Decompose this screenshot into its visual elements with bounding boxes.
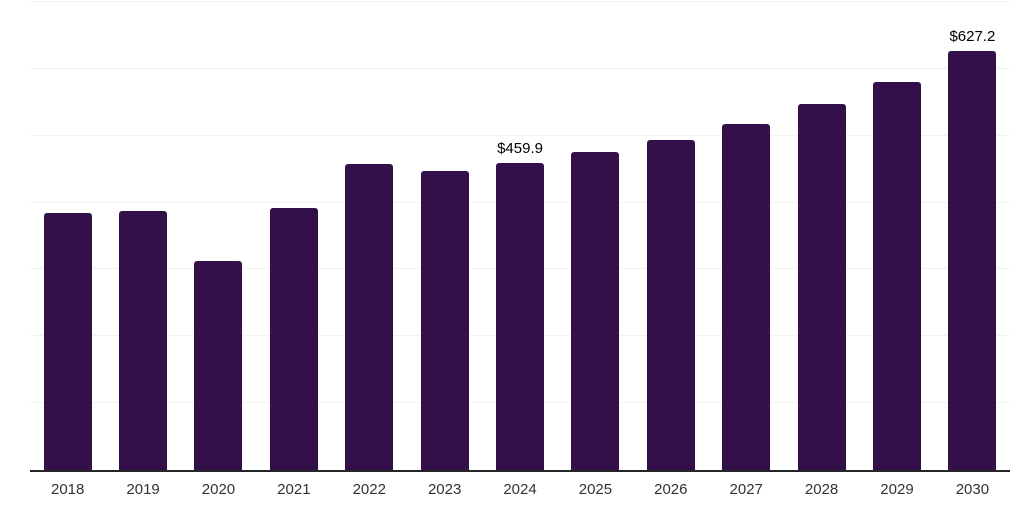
bar-slot-2019 xyxy=(105,211,180,470)
x-axis-line xyxy=(30,470,1010,472)
bar-2023 xyxy=(420,171,469,470)
bar-2028 xyxy=(797,103,846,470)
data-label-2024: $459.9 xyxy=(497,139,543,157)
plot-area: $459.9 $627.2 xyxy=(30,1,1010,472)
bar-2030 xyxy=(948,50,997,470)
bar-2019 xyxy=(119,211,168,470)
bar-slot-2030: $627.2 xyxy=(935,28,1010,470)
bar-slot-2018 xyxy=(30,213,105,470)
bar-slot-2024: $459.9 xyxy=(482,139,557,470)
x-tick-2028: 2028 xyxy=(804,481,839,498)
bar-2025 xyxy=(571,152,620,470)
bar-2027 xyxy=(722,123,771,470)
bar-2022 xyxy=(345,163,394,470)
bar-slot-2026 xyxy=(633,139,708,470)
bar-series: $459.9 $627.2 xyxy=(30,2,1010,470)
bar-slot-2023 xyxy=(407,171,482,470)
bar-2029 xyxy=(872,81,921,470)
x-tick-2021: 2021 xyxy=(277,481,311,498)
x-tick-2024: 2024 xyxy=(503,481,537,498)
bar-slot-2021 xyxy=(256,207,331,470)
bar-slot-2027 xyxy=(709,123,784,470)
bar-2024 xyxy=(496,162,545,470)
bar-2018 xyxy=(43,213,92,470)
data-label-2030: $627.2 xyxy=(949,27,996,45)
x-tick-2030: 2030 xyxy=(955,481,990,498)
bar-slot-2020 xyxy=(181,261,256,470)
bar-2026 xyxy=(646,139,695,470)
x-tick-2027: 2027 xyxy=(729,481,763,498)
x-tick-2026: 2026 xyxy=(654,481,688,498)
x-tick-2022: 2022 xyxy=(352,481,386,498)
bar-slot-2025 xyxy=(558,152,633,470)
bar-2021 xyxy=(269,207,318,470)
bar-2020 xyxy=(194,261,243,470)
x-tick-2025: 2025 xyxy=(578,481,613,498)
bar-slot-2029 xyxy=(859,81,934,470)
bar-slot-2028 xyxy=(784,103,859,470)
x-tick-2019: 2019 xyxy=(126,481,160,498)
gridline-700 xyxy=(30,1,1010,2)
x-tick-2029: 2029 xyxy=(880,481,914,498)
bar-slot-2022 xyxy=(332,163,407,470)
gridline-500 xyxy=(30,134,1010,136)
x-tick-2023: 2023 xyxy=(427,481,462,498)
gridline-600 xyxy=(30,67,1010,69)
x-tick-2018: 2018 xyxy=(51,481,85,498)
x-tick-2020: 2020 xyxy=(201,481,236,498)
x-axis-tick-labels: 2018 2019 2020 2021 2022 2023 2024 2025 2026 2027… xyxy=(30,481,1010,498)
